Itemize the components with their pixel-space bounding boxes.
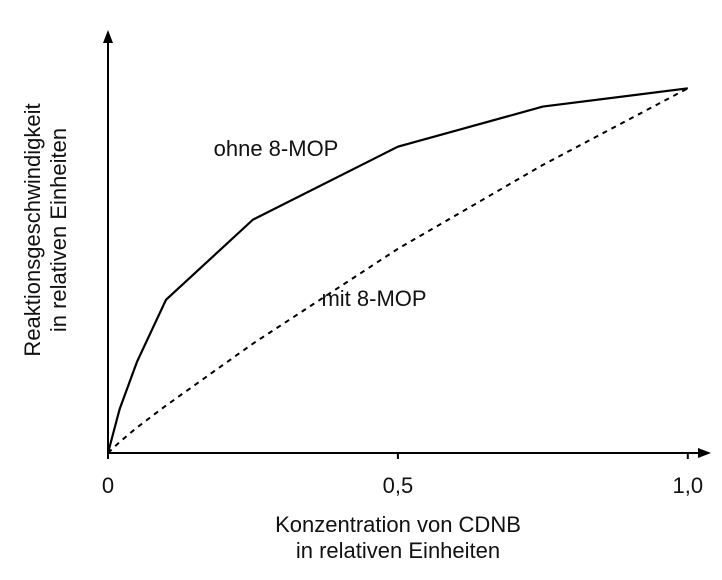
x-tick-label: 0,5 [383,473,414,498]
curve [107,87,689,454]
x-tick-label: 0 [102,473,114,498]
x-axis-label: in relativen Einheiten [296,538,500,563]
x-axis-arrow [698,448,711,458]
y-axis-label: in relativen Einheiten [46,128,71,332]
y-axis-arrow [103,30,113,43]
series-label: mit 8-MOP [321,286,426,311]
x-tick-label: 1,0 [673,473,704,498]
curve [106,87,688,454]
series-label: ohne 8-MOP [214,136,339,161]
x-axis-label: Konzentration von CDNB [275,512,521,537]
y-axis-label: Reaktionsgeschwindigkeit [20,103,45,356]
